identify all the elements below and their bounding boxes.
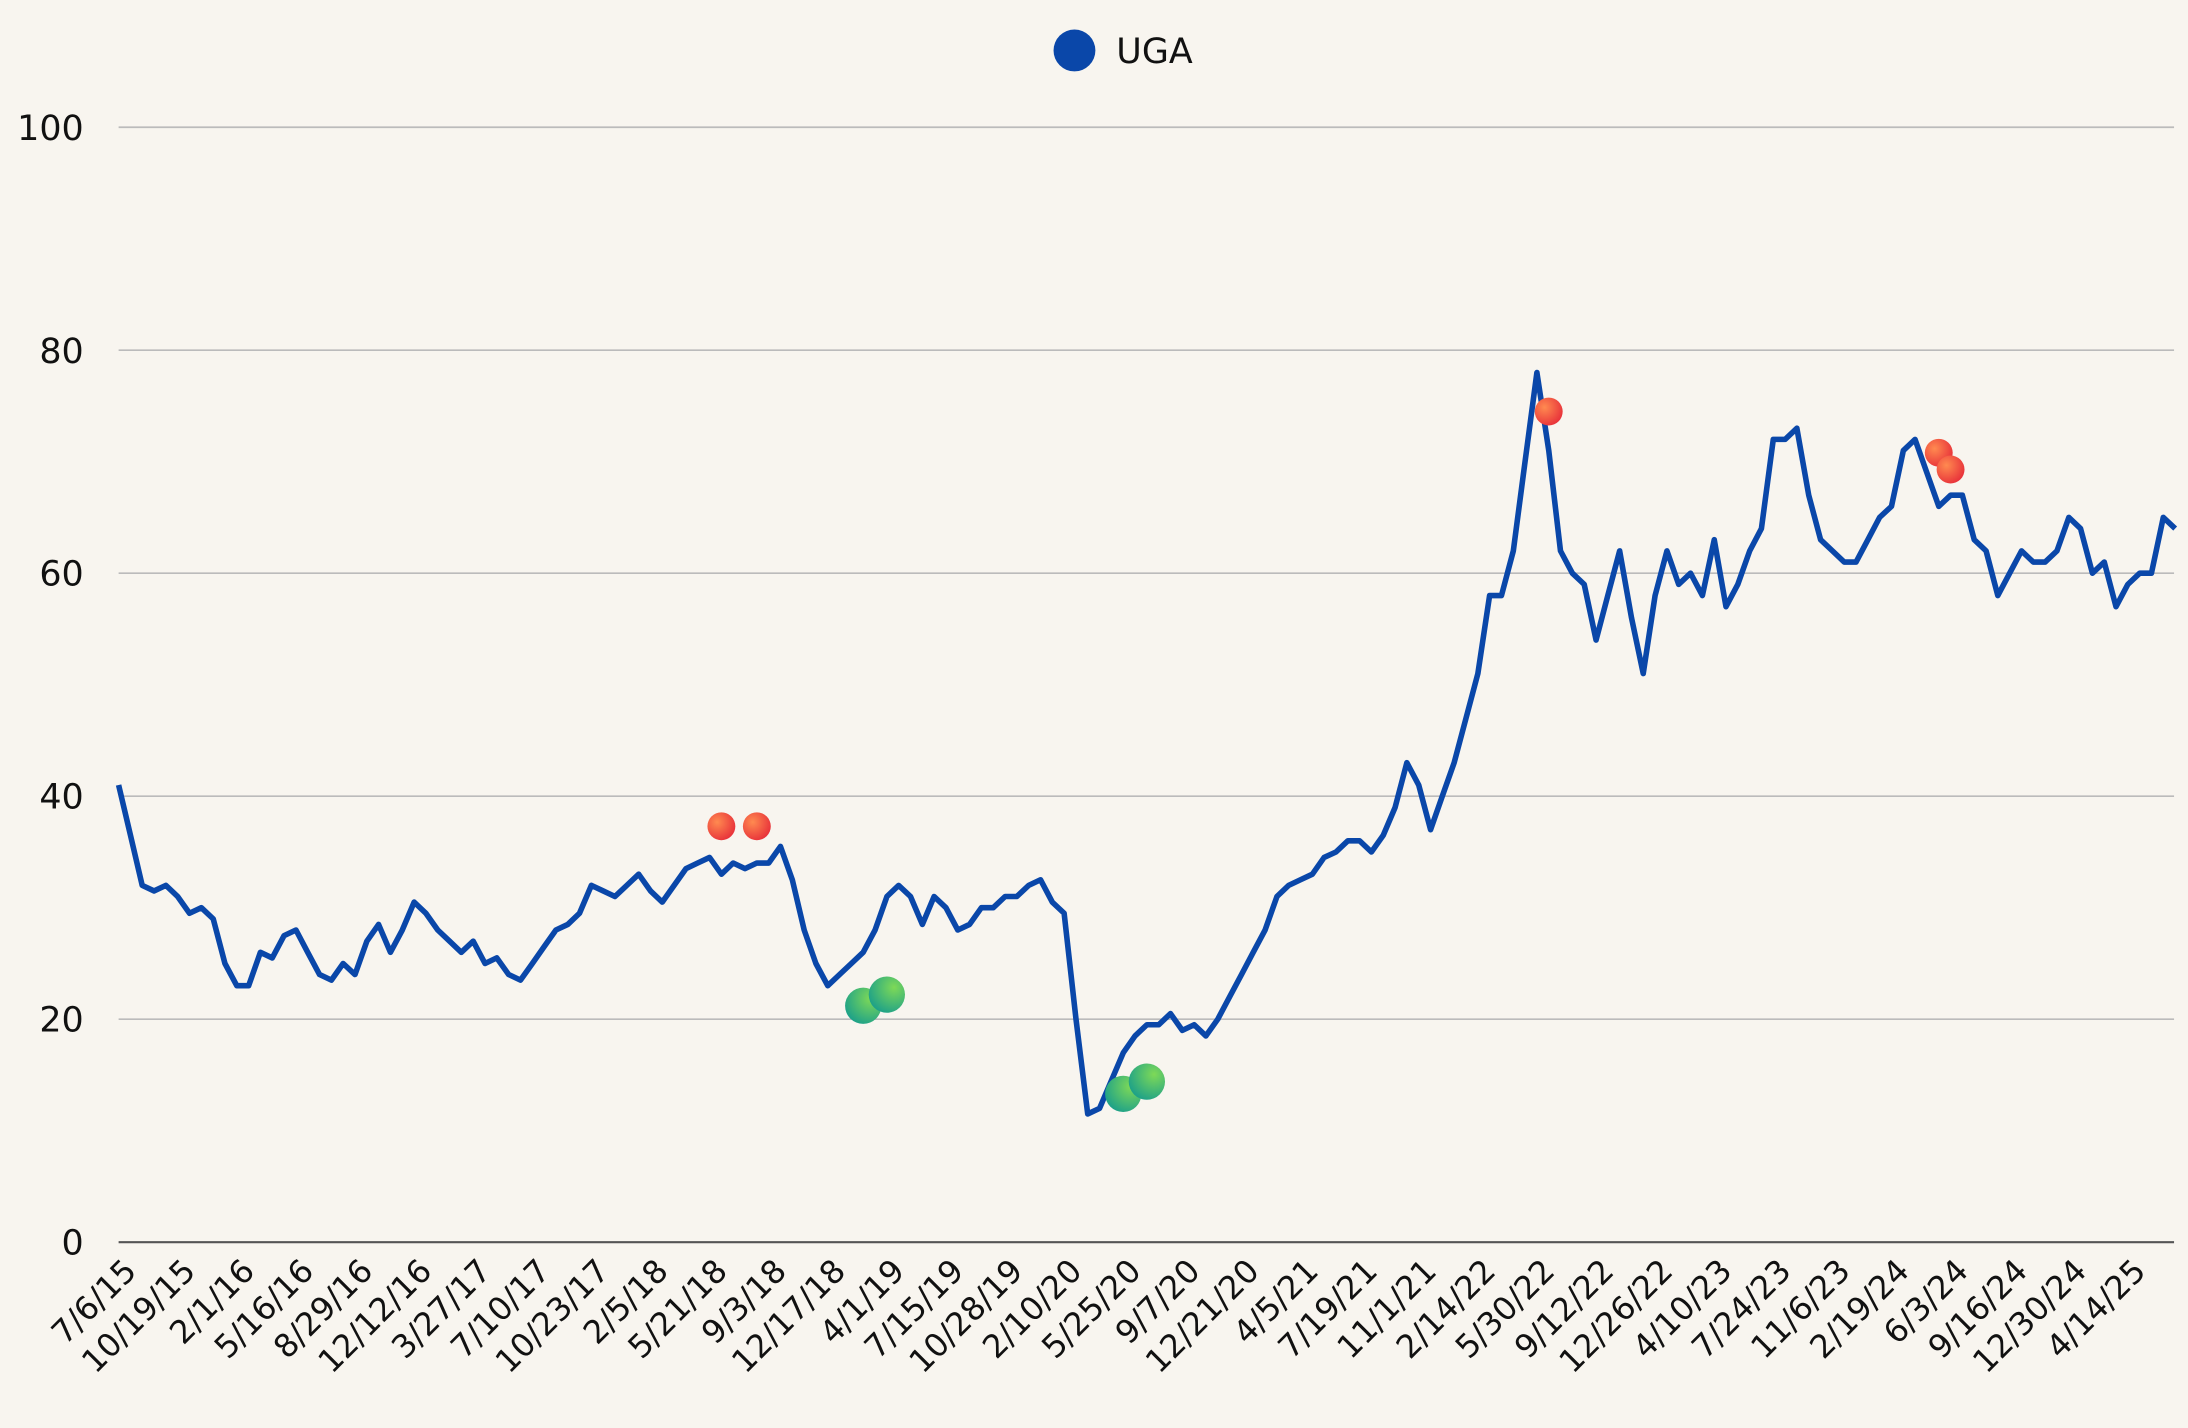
signal-point [1128,1063,1166,1100]
legend-marker [1053,29,1096,72]
signal-point [707,812,736,841]
y-tick-label: 0 [62,1224,84,1264]
legend-label: UGA [1116,32,1193,72]
signal-point [868,976,905,1013]
y-tick-label: 100 [17,109,84,149]
y-tick-label: 40 [39,778,83,818]
y-tick-label: 60 [39,555,83,595]
signal-point [742,812,771,841]
y-tick-label: 20 [39,1001,83,1041]
y-tick-label: 80 [39,332,83,372]
signal-point [1936,455,1965,484]
signal-point [1534,397,1563,426]
series-line [115,369,2178,1117]
